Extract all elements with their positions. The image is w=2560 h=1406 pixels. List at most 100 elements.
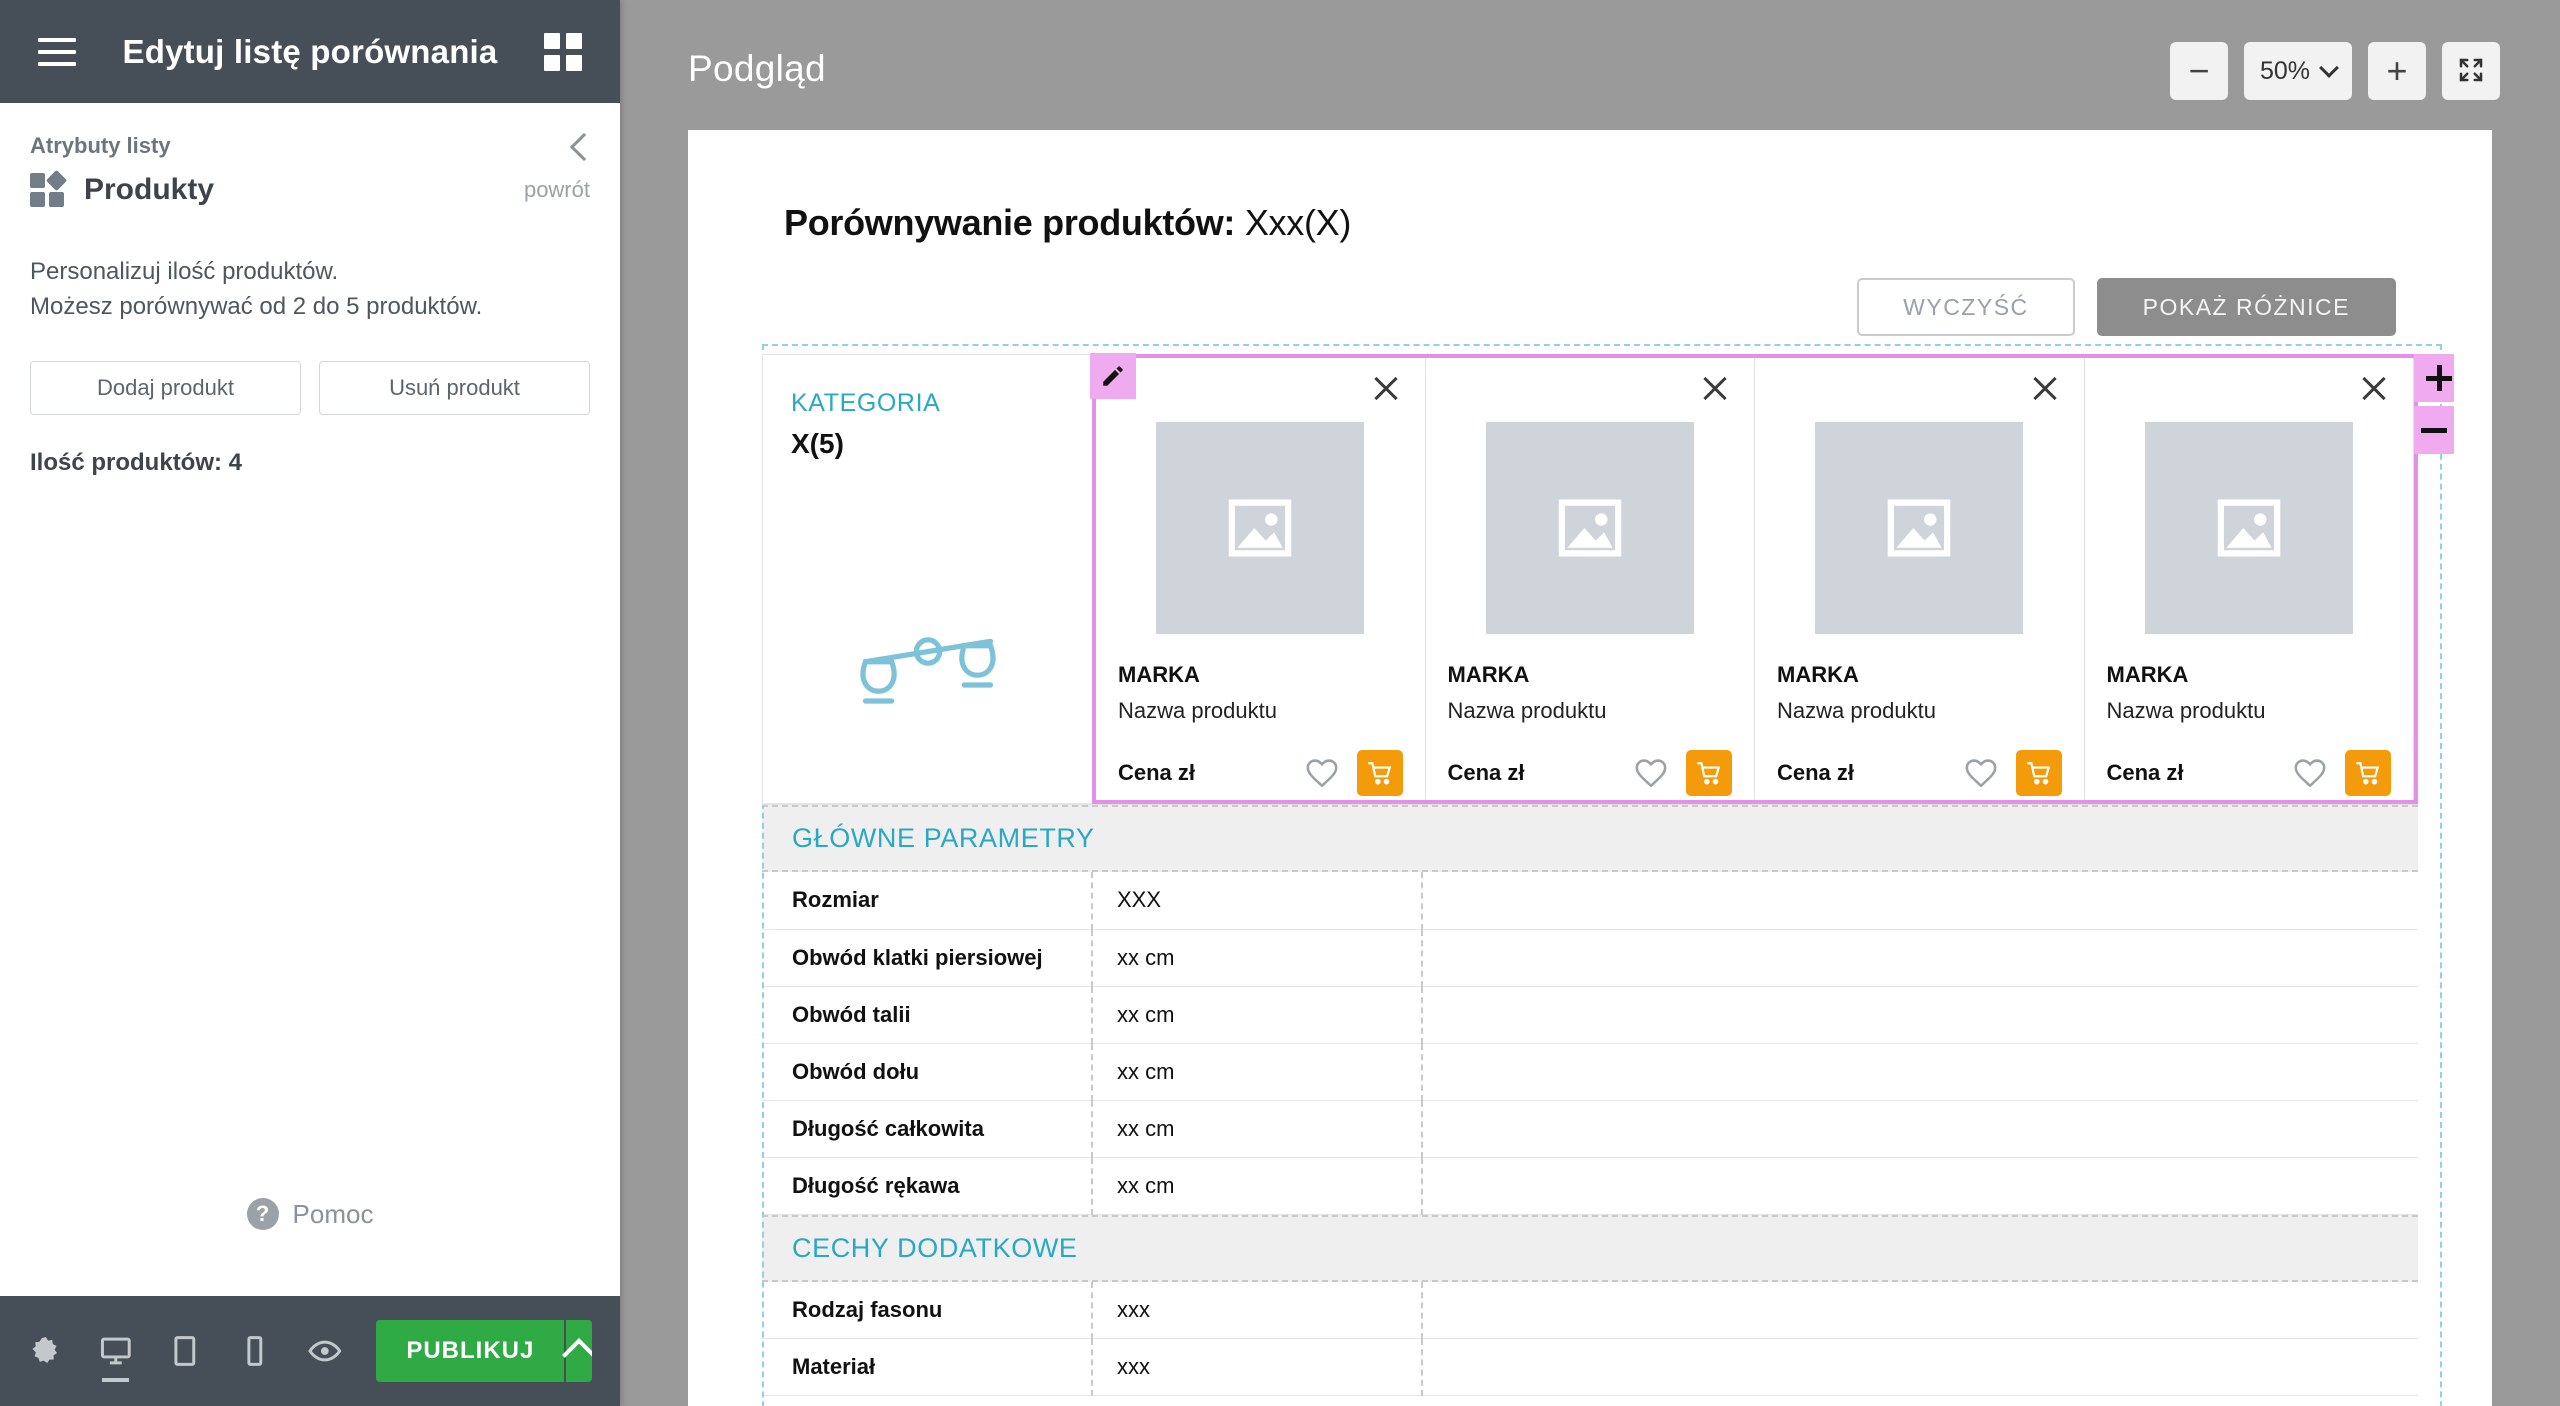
description-block: Personalizuj ilość produktów. Możesz por… <box>30 255 590 325</box>
product-card-actions <box>1634 750 1732 796</box>
products-icon <box>30 169 68 207</box>
minus-icon: − <box>2188 50 2210 91</box>
row-value-empty <box>1754 1338 2086 1396</box>
add-product-button[interactable]: Dodaj produkt <box>30 360 301 415</box>
remove-product-button[interactable]: Usuń produkt <box>319 360 590 415</box>
product-count-label: Ilość produktów: 4 <box>30 448 243 476</box>
section-header: CECHY DODATKOWE <box>762 1214 2418 1282</box>
sidebar-title: Edytuj listę porównania <box>122 32 498 70</box>
image-placeholder-icon <box>2144 422 2353 634</box>
product-card-actions <box>1305 750 1403 796</box>
publish-button[interactable]: PUBLIKUJ <box>376 1320 565 1382</box>
comparison-grid: KATEGORIA X(5) <box>688 344 2492 1406</box>
row-value-empty <box>1422 1100 1754 1158</box>
preview-area: Podgląd − 50% + <box>620 0 2560 1406</box>
row-value-empty <box>2086 929 2418 987</box>
product-row: KATEGORIA X(5) <box>762 353 2454 805</box>
chevron-left-icon[interactable] <box>568 135 590 157</box>
cart-icon[interactable] <box>2015 750 2062 796</box>
close-icon[interactable] <box>1369 372 1403 406</box>
hamburger-icon[interactable] <box>38 37 76 66</box>
row-value-empty <box>1754 1100 2086 1158</box>
product-card-actions <box>2293 750 2391 796</box>
cart-icon[interactable] <box>1356 750 1403 796</box>
zoom-controls: − 50% + <box>2169 42 2500 100</box>
help-link[interactable]: ? Pomoc <box>0 1198 620 1230</box>
row-label: Obwód dołu <box>762 1043 1093 1101</box>
row-value-empty <box>1422 1281 1754 1339</box>
category-cell: KATEGORIA X(5) <box>762 353 1136 804</box>
row-value-empty <box>1754 1157 2086 1215</box>
editor-sidebar: Edytuj listę porównania Atrybuty listy P… <box>0 0 620 1406</box>
preview-toolbar: Podgląd − 50% + <box>620 0 2560 130</box>
heart-icon[interactable] <box>1634 757 1668 789</box>
sidebar-body: Atrybuty listy Produkty powrót Personali… <box>0 103 620 1296</box>
close-icon[interactable] <box>1698 372 1732 406</box>
image-placeholder-icon <box>1815 422 2024 634</box>
zoom-level-value: 50% <box>2259 56 2310 85</box>
close-icon[interactable] <box>2028 372 2062 406</box>
clear-button[interactable]: WYCZYŚĆ <box>1857 278 2075 336</box>
product-name: Nazwa produktu <box>1777 698 1936 723</box>
grid-cell <box>544 32 560 49</box>
eye-icon[interactable] <box>307 1330 343 1372</box>
row-label: Obwód talii <box>762 986 1093 1044</box>
product-price: Cena zł <box>1447 760 1525 785</box>
product-price-row: Cena zł <box>2106 750 2391 796</box>
chevron-up-icon[interactable] <box>564 1320 592 1382</box>
row-value: xxx <box>1092 1281 1423 1339</box>
back-link[interactable]: powrót <box>523 177 590 202</box>
add-column-button[interactable] <box>2414 354 2454 402</box>
mobile-icon[interactable] <box>237 1330 273 1372</box>
show-differences-button[interactable]: POKAŻ RÓŻNICE <box>2096 278 2396 336</box>
help-label: Pomoc <box>292 1198 374 1229</box>
pencil-icon[interactable] <box>1090 353 1136 399</box>
row-value: xx cm <box>1092 929 1423 987</box>
heart-icon[interactable] <box>1964 757 1998 789</box>
cart-icon[interactable] <box>1686 750 1732 796</box>
desktop-icon[interactable] <box>98 1330 134 1382</box>
zoom-out-button[interactable]: − <box>2169 42 2228 100</box>
product-brand: MARKA <box>1777 662 1859 687</box>
row-value-empty <box>1422 872 1754 930</box>
plus-icon: + <box>2386 50 2408 91</box>
chevron-down-icon <box>2319 58 2339 78</box>
heart-icon[interactable] <box>2293 757 2327 789</box>
zoom-level-select[interactable]: 50% <box>2243 42 2352 100</box>
product-price: Cena zł <box>1777 760 1855 785</box>
row-value-empty <box>2086 1338 2418 1396</box>
product-card: MARKA Nazwa produktu Cena zł <box>1755 358 2085 800</box>
row-value-empty <box>1754 1281 2086 1339</box>
remove-column-button[interactable] <box>2414 406 2454 454</box>
table-row: Rodzaj fasonu xxx <box>762 1281 2418 1339</box>
product-name: Nazwa produktu <box>1447 698 1607 723</box>
heart-icon[interactable] <box>1305 757 1339 789</box>
row-value: xx cm <box>1092 986 1423 1044</box>
expand-icon <box>2456 55 2486 88</box>
cart-icon[interactable] <box>2345 750 2391 796</box>
row-label: Długość rękawa <box>762 1157 1093 1215</box>
row-value-empty <box>1754 872 2086 930</box>
product-cards: MARKA Nazwa produktu Cena zł <box>1092 354 2454 804</box>
fullscreen-button[interactable] <box>2442 42 2500 100</box>
product-price-row: Cena zł <box>1447 750 1732 796</box>
product-price-row: Cena zł <box>1118 750 1403 796</box>
image-placeholder-icon <box>1485 422 1694 634</box>
category-value: X(5) <box>791 428 844 459</box>
row-value-empty <box>2086 872 2418 930</box>
zoom-in-button[interactable]: + <box>2368 42 2426 100</box>
row-value: xx cm <box>1092 1100 1423 1158</box>
row-value-empty <box>2086 1043 2418 1101</box>
product-price: Cena zł <box>2106 760 2184 785</box>
tablet-icon[interactable] <box>167 1330 203 1372</box>
description-line-1: Personalizuj ilość produktów. <box>30 258 339 285</box>
close-icon[interactable] <box>2357 372 2391 406</box>
attributes-row: Atrybuty listy <box>30 103 590 159</box>
sidebar-header: Edytuj listę porównania <box>0 0 620 103</box>
parameters-table: Rozmiar XXX Obwód klatki piersiowej xx c… <box>762 872 2418 1215</box>
grid-icon[interactable] <box>544 32 582 71</box>
product-name: Nazwa produktu <box>2106 698 2266 723</box>
image-placeholder-icon <box>1156 422 1365 634</box>
row-value-empty <box>1422 1338 1754 1396</box>
gear-icon[interactable] <box>28 1330 64 1372</box>
